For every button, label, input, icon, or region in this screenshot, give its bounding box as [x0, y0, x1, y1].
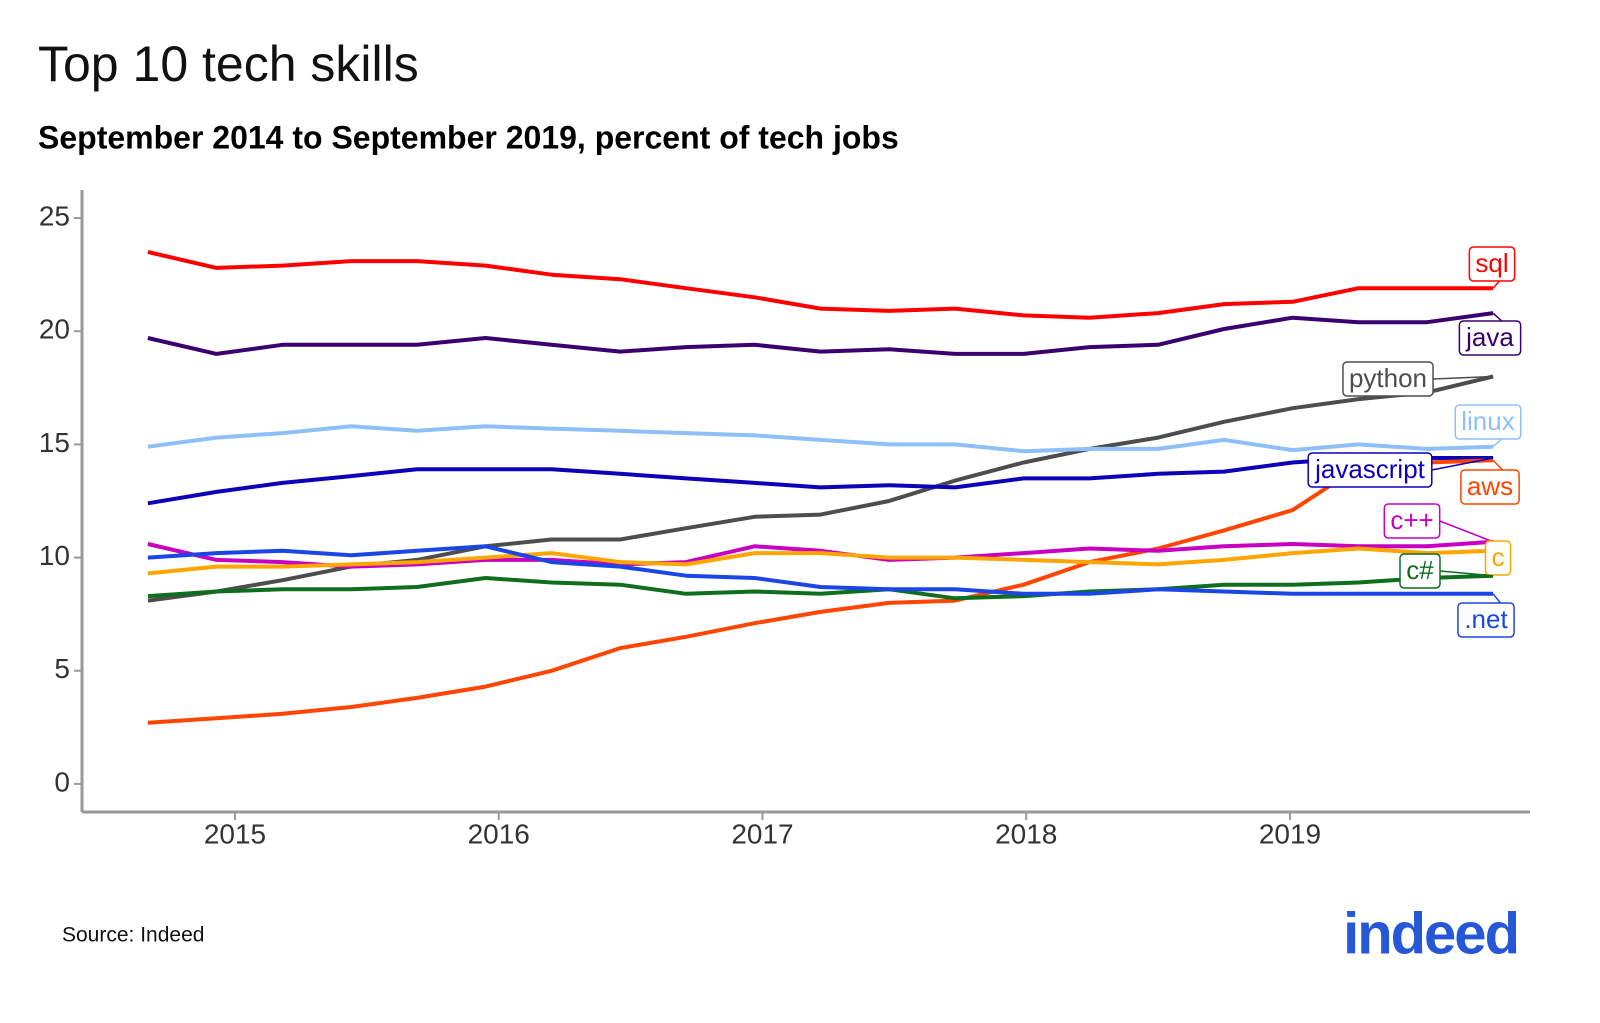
series-label-box [1458, 320, 1522, 356]
series-label-box [1399, 553, 1441, 589]
y-tick-label: 15 [39, 427, 70, 458]
series-label-box [1342, 361, 1434, 397]
series-line [147, 544, 1494, 596]
y-tick-label: 20 [39, 314, 70, 345]
label-connector [1439, 570, 1494, 577]
series-label-box [1457, 602, 1515, 638]
series-label-box [1460, 469, 1520, 505]
x-tick-label: 2015 [204, 818, 266, 849]
series-label: c++ [1390, 505, 1433, 535]
series-label: python [1349, 363, 1427, 393]
series-line [147, 573, 1494, 601]
series-label: java [1465, 322, 1514, 352]
series-line [147, 539, 1494, 569]
series-line [147, 250, 1494, 320]
series-line [147, 458, 1494, 725]
series-label: linux [1461, 406, 1514, 436]
series-label: .net [1464, 604, 1508, 634]
x-tick-label: 2018 [995, 818, 1057, 849]
y-tick-label: 5 [54, 653, 70, 684]
y-tick-label: 10 [39, 540, 70, 571]
y-tick-label: 25 [39, 200, 70, 231]
series-label: c [1492, 542, 1505, 572]
x-tick-label: 2017 [731, 818, 793, 849]
label-connector [1431, 457, 1494, 471]
x-tick-label: 2019 [1259, 818, 1321, 849]
series-label-box [1484, 540, 1512, 576]
label-connector [1433, 375, 1494, 380]
series-label: c# [1406, 555, 1434, 585]
logo: indeed [1343, 901, 1518, 966]
x-tick-label: 2016 [468, 818, 530, 849]
chart-subtitle: September 2014 to September 2019, percen… [38, 119, 899, 155]
series-label: aws [1467, 471, 1513, 501]
series-label-box [1468, 246, 1516, 282]
series-label-box [1307, 452, 1433, 488]
y-tick-label: 0 [54, 766, 70, 797]
chart-title: Top 10 tech skills [38, 36, 419, 92]
series-line [147, 424, 1494, 454]
source-note: Source: Indeed [62, 924, 204, 947]
series-label: javascript [1314, 454, 1426, 484]
series-label-box [1383, 503, 1441, 539]
series-line [147, 456, 1494, 506]
series-line [147, 546, 1494, 576]
series-label: sql [1475, 248, 1508, 278]
series-line [147, 311, 1494, 356]
series-label-box [1454, 404, 1522, 440]
label-connector [1439, 520, 1494, 543]
